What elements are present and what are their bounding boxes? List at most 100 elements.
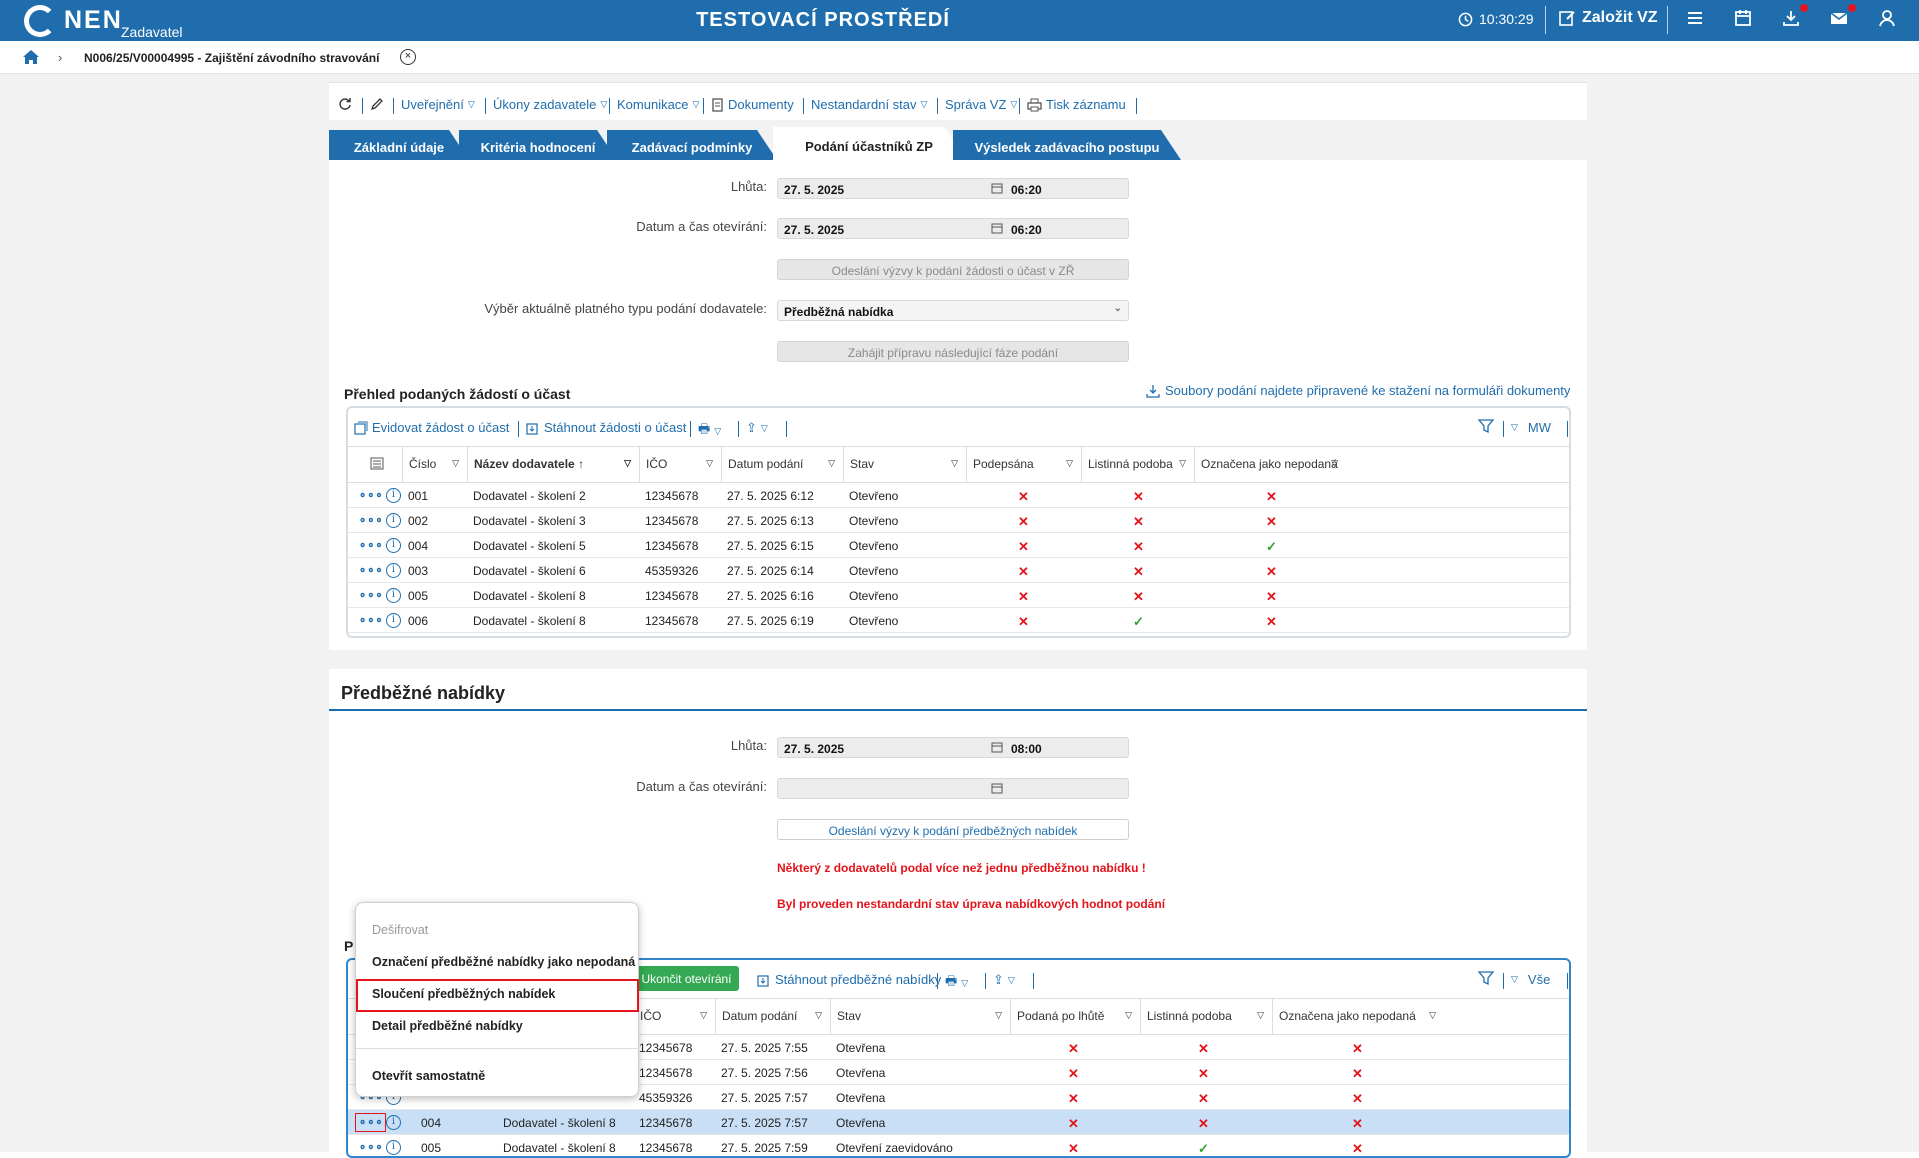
more-actions-icon[interactable]: ⚬⚬⚬ xyxy=(358,1142,384,1154)
open-datetime-field[interactable]: 27. 5. 2025 06:20 xyxy=(777,218,1129,239)
col-ico[interactable]: IČO ▽ xyxy=(633,999,715,1035)
info-icon[interactable]: i xyxy=(386,538,401,553)
col-stav[interactable]: Stav ▽ xyxy=(843,447,966,483)
mail-icon[interactable] xyxy=(1829,4,1856,32)
more-actions-icon[interactable]: ⚬⚬⚬ xyxy=(358,540,384,552)
table-row[interactable]: ⚬⚬⚬ i 005 Dodavatel - školení 8 12345678 27. … xyxy=(348,1135,1569,1156)
menu-dokumenty[interactable]: Dokumenty xyxy=(711,97,794,112)
menu-item-otevrit-samostatne[interactable]: Otevřít samostatně xyxy=(372,1069,486,1083)
filter-icon[interactable] xyxy=(1478,971,1494,986)
tab-kriteria-hodnoceni[interactable]: Kritéria hodnocení xyxy=(459,130,617,160)
filter-caret-icon[interactable]: ▽ xyxy=(1429,1010,1436,1020)
open-datetime-field[interactable] xyxy=(777,778,1129,799)
table-row[interactable]: ⚬⚬⚬ i 004 Dodavatel - školení 8 12345678 27. … xyxy=(348,1110,1569,1135)
info-icon[interactable]: i xyxy=(386,513,401,528)
filter-caret-icon[interactable]: ▽ xyxy=(700,1010,707,1020)
close-icon[interactable]: × xyxy=(400,49,416,65)
col-datum[interactable]: Datum podání ▽ xyxy=(715,999,830,1035)
col-po-lhute[interactable]: Podaná po lhůtě ▽ xyxy=(1010,999,1140,1035)
col-nepodana[interactable]: Označena jako nepodaná ▽ xyxy=(1194,447,1346,483)
filter-caret-icon[interactable]: ▽ xyxy=(951,458,958,468)
export-menu[interactable]: ⇪ ▽ xyxy=(993,972,1015,988)
more-actions-icon[interactable]: ⚬⚬⚬ xyxy=(358,515,384,527)
info-icon[interactable]: i xyxy=(386,1115,401,1130)
filter-caret-icon[interactable]: ▽ xyxy=(1331,458,1338,468)
tab-zadavaci-podminky[interactable]: Zadávací podmínky xyxy=(607,130,777,160)
start-next-phase-button[interactable]: Zahájit přípravu následující fáze podání xyxy=(777,341,1129,362)
column-settings-icon[interactable] xyxy=(348,447,402,483)
menu-item-oznacit-nepodana[interactable]: Označení předběžné nabídky jako nepodaná xyxy=(372,955,636,969)
export-menu[interactable]: ⇪ ▽ xyxy=(746,420,768,436)
info-icon[interactable]: i xyxy=(386,1140,401,1155)
more-actions-icon[interactable]: ⚬⚬⚬ xyxy=(358,590,384,602)
calendar-icon[interactable] xyxy=(991,182,1003,197)
menu-nestandardni-stav[interactable]: Nestandardní stav ▽ xyxy=(811,97,927,112)
col-cislo[interactable]: Číslo ▽ xyxy=(402,447,467,483)
evidovat-button[interactable]: Evidovat žádost o účast xyxy=(354,420,509,435)
filter-caret-icon[interactable]: ▽ xyxy=(624,458,631,468)
filter-caret-icon[interactable]: ▽ xyxy=(1066,458,1073,468)
col-listinna[interactable]: Listinná podoba ▽ xyxy=(1140,999,1272,1035)
more-actions-icon[interactable]: ⚬⚬⚬ xyxy=(358,565,384,577)
menu-item-desifrovat[interactable]: Dešifrovat xyxy=(372,923,429,937)
info-icon[interactable]: i xyxy=(386,613,401,628)
create-vz-button[interactable]: Založit VZ xyxy=(1558,9,1658,27)
filter-caret-icon[interactable]: ▽ xyxy=(1257,1010,1264,1020)
filter-caret-icon[interactable]: ▽ xyxy=(815,1010,822,1020)
col-stav[interactable]: Stav ▽ xyxy=(830,999,1010,1035)
more-actions-icon[interactable]: ⚬⚬⚬ xyxy=(355,1113,386,1132)
filter-caret-icon[interactable]: ▽ xyxy=(828,458,835,468)
print-menu[interactable]: 🖶 ▽ xyxy=(698,420,721,442)
tab-podani-ucastniku[interactable]: Podání účastníků ZP xyxy=(773,127,965,160)
table-row[interactable]: ⚬⚬⚬ i 001 Dodavatel - školení 2 12345678 27. … xyxy=(348,483,1569,508)
type-select[interactable]: Předběžná nabídka ⌄ xyxy=(777,300,1129,321)
filter-preset[interactable]: ▽ MW xyxy=(1511,420,1551,435)
tab-zakladni-udaje[interactable]: Základní údaje xyxy=(329,130,469,160)
calendar-icon[interactable] xyxy=(991,741,1003,756)
send-prelim-invitation-button[interactable]: Odeslání výzvy k podání předběžných nabí… xyxy=(777,819,1129,840)
filter-caret-icon[interactable]: ▽ xyxy=(1125,1010,1132,1020)
info-icon[interactable]: i xyxy=(386,563,401,578)
filter-preset[interactable]: ▽ Vše xyxy=(1511,972,1550,987)
end-opening-button[interactable]: Ukončit otevírání xyxy=(634,966,739,991)
download-files-link[interactable]: Soubory podání najdete připravené ke sta… xyxy=(1146,383,1570,398)
col-ico[interactable]: IČO ▽ xyxy=(639,447,721,483)
tab-vysledek[interactable]: Výsledek zadávacího postupu xyxy=(953,130,1181,160)
col-nepodana[interactable]: Označena jako nepodaná ▽ xyxy=(1272,999,1444,1035)
breadcrumb-current[interactable]: N006/25/V00004995 - Zajištění závodního … xyxy=(84,51,380,65)
print-menu[interactable]: 🖶 ▽ xyxy=(945,972,968,994)
send-invitation-button[interactable]: Odeslání výzvy k podání žádosti o účast … xyxy=(777,259,1129,280)
refresh-icon[interactable] xyxy=(338,97,352,111)
menu-item-detail[interactable]: Detail předběžné nabídky xyxy=(372,1019,523,1033)
table-row[interactable]: ⚬⚬⚬ i 003 Dodavatel - školení 6 45359326 27. … xyxy=(348,558,1569,583)
table-row[interactable]: ⚬⚬⚬ i 005 Dodavatel - školení 8 12345678 27. … xyxy=(348,583,1569,608)
menu-item-slouceni[interactable]: Sloučení předběžných nabídek xyxy=(372,987,556,1001)
user-icon[interactable] xyxy=(1877,8,1901,32)
menu-tisk-zaznamu[interactable]: Tisk záznamu xyxy=(1027,97,1126,112)
lhuta-field[interactable]: 27. 5. 2025 06:20 xyxy=(777,178,1129,199)
filter-caret-icon[interactable]: ▽ xyxy=(452,458,459,468)
more-actions-icon[interactable]: ⚬⚬⚬ xyxy=(358,615,384,627)
more-actions-icon[interactable]: ⚬⚬⚬ xyxy=(358,490,384,502)
menu-ukony-zadavatele[interactable]: Úkony zadavatele ▽ xyxy=(493,97,607,112)
table-row[interactable]: ⚬⚬⚬ i 004 Dodavatel - školení 5 12345678 27. … xyxy=(348,533,1569,558)
home-icon[interactable] xyxy=(22,49,40,68)
stahnout-nabidky-button[interactable]: Stáhnout předběžné nabídky xyxy=(757,972,941,987)
calendar-icon[interactable] xyxy=(991,782,1003,797)
logo-text[interactable]: NEN xyxy=(64,6,123,34)
stahnout-zadosti-button[interactable]: Stáhnout žádosti o účast xyxy=(526,420,686,435)
col-podepsana[interactable]: Podepsána ▽ xyxy=(966,447,1081,483)
table-row[interactable]: ⚬⚬⚬ i 002 Dodavatel - školení 3 12345678 27. … xyxy=(348,508,1569,533)
table-row[interactable]: ⚬⚬⚬ i 006 Dodavatel - školení 8 12345678 27. … xyxy=(348,608,1569,633)
filter-icon[interactable] xyxy=(1478,419,1494,434)
menu-sprava-vz[interactable]: Správa VZ ▽ xyxy=(945,97,1017,112)
calendar-icon[interactable] xyxy=(991,222,1003,237)
info-icon[interactable]: i xyxy=(386,588,401,603)
menu-icon[interactable] xyxy=(1685,8,1709,32)
info-icon[interactable]: i xyxy=(386,488,401,503)
menu-uverejneni[interactable]: Uveřejnění ▽ xyxy=(401,97,475,112)
filter-caret-icon[interactable]: ▽ xyxy=(995,1010,1002,1020)
nen-logo-icon[interactable] xyxy=(24,5,56,37)
col-nazev[interactable]: Název dodavatele ↑ ▽ xyxy=(467,447,639,483)
